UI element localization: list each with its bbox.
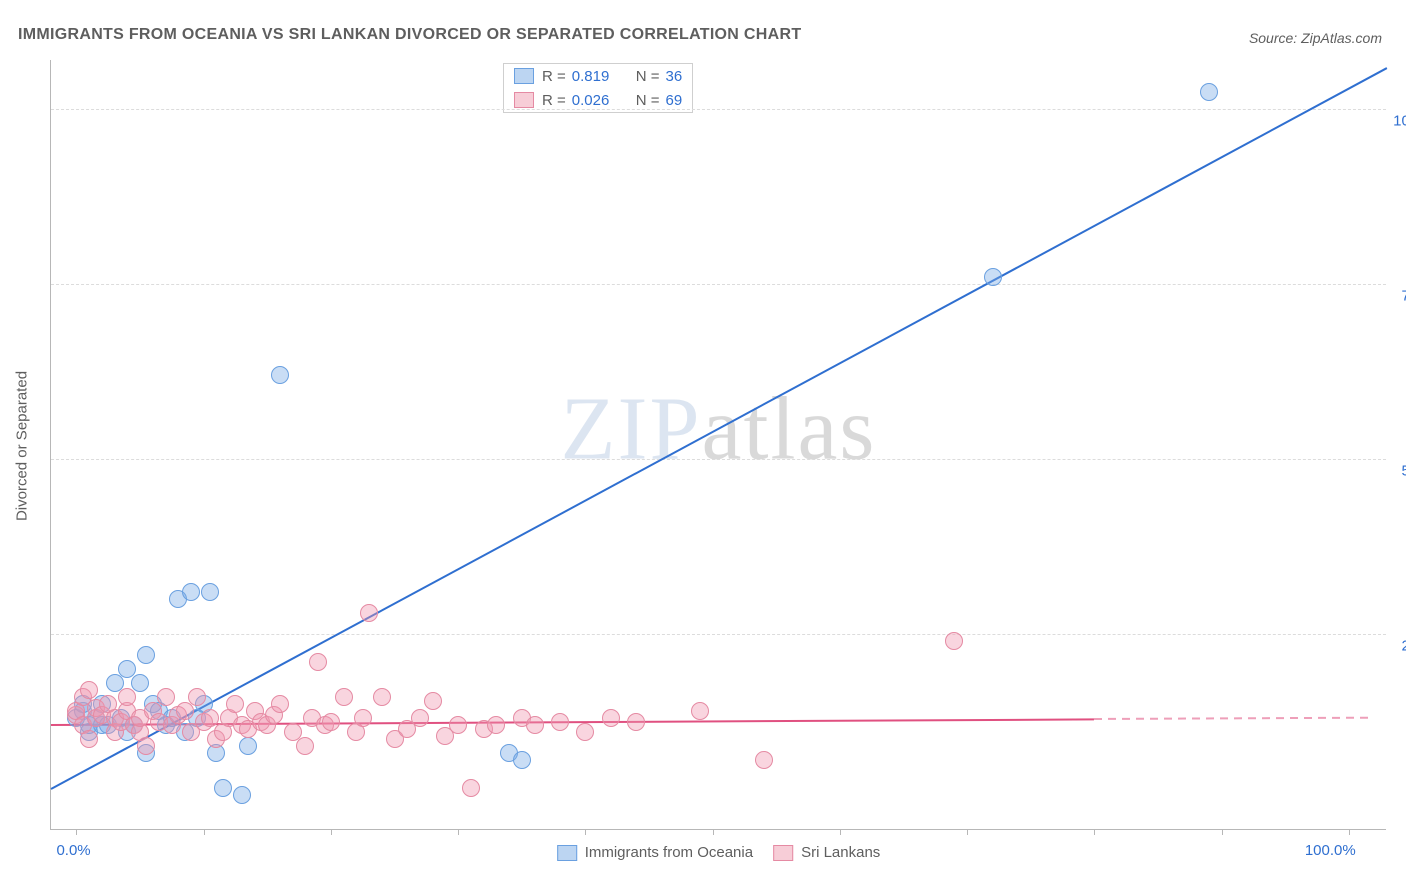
legend-swatch	[773, 845, 793, 861]
source-name: ZipAtlas.com	[1301, 30, 1382, 46]
data-point	[1200, 83, 1218, 101]
data-point	[309, 653, 327, 671]
legend-swatch	[514, 92, 534, 108]
source-credit: Source: ZipAtlas.com	[1249, 30, 1382, 46]
x-tick-label: 100.0%	[1305, 842, 1356, 859]
x-tick	[1349, 829, 1350, 835]
x-tick	[204, 829, 205, 835]
data-point	[176, 702, 194, 720]
legend-correlation: R = 0.819 N = 36 R = 0.026 N = 69	[503, 63, 693, 113]
data-point	[271, 695, 289, 713]
x-tick	[585, 829, 586, 835]
data-point	[755, 751, 773, 769]
gridline	[51, 284, 1386, 285]
x-tick-label: 0.0%	[56, 842, 90, 859]
data-point	[354, 709, 372, 727]
data-point	[411, 709, 429, 727]
data-point	[627, 713, 645, 731]
plot-area: ZIPatlas R =0.819N =36R =0.026N =69 Immi…	[50, 60, 1386, 830]
data-point	[360, 604, 378, 622]
x-tick	[967, 829, 968, 835]
data-point	[602, 709, 620, 727]
data-point	[214, 779, 232, 797]
legend-r-value: 0.026	[572, 92, 624, 109]
data-point	[691, 702, 709, 720]
x-tick	[1222, 829, 1223, 835]
data-point	[487, 716, 505, 734]
data-point	[984, 268, 1002, 286]
x-tick	[458, 829, 459, 835]
gridline	[51, 459, 1386, 460]
chart-title: IMMIGRANTS FROM OCEANIA VS SRI LANKAN DI…	[18, 26, 801, 44]
legend-n-value: 69	[666, 92, 683, 109]
data-point	[226, 695, 244, 713]
y-tick-label: 75.0%	[1401, 288, 1406, 305]
trend-line	[51, 67, 1388, 790]
legend-swatch	[557, 845, 577, 861]
gridline	[51, 109, 1386, 110]
x-tick	[1094, 829, 1095, 835]
data-point	[118, 688, 136, 706]
legend-series: Immigrants from Oceania Sri Lankans	[557, 844, 881, 861]
x-tick	[840, 829, 841, 835]
legend-n-label: N =	[636, 68, 660, 85]
data-point	[373, 688, 391, 706]
data-point	[576, 723, 594, 741]
legend-label: Sri Lankans	[801, 844, 880, 861]
data-point	[201, 583, 219, 601]
watermark-zip: ZIP	[561, 380, 702, 479]
data-point	[526, 716, 544, 734]
y-axis-title: Divorced or Separated	[14, 371, 31, 521]
y-tick-label: 25.0%	[1401, 638, 1406, 655]
data-point	[296, 737, 314, 755]
legend-item: Sri Lankans	[773, 844, 880, 861]
data-point	[551, 713, 569, 731]
source-prefix: Source:	[1249, 30, 1301, 46]
data-point	[233, 786, 251, 804]
y-tick-label: 50.0%	[1401, 463, 1406, 480]
x-tick	[713, 829, 714, 835]
data-point	[157, 688, 175, 706]
legend-row: R = 0.819 N = 36	[504, 64, 692, 88]
data-point	[239, 737, 257, 755]
legend-r-label: R =	[542, 92, 566, 109]
data-point	[322, 713, 340, 731]
legend-item: Immigrants from Oceania	[557, 844, 753, 861]
data-point	[462, 779, 480, 797]
data-point	[271, 366, 289, 384]
data-point	[80, 681, 98, 699]
data-point	[137, 737, 155, 755]
legend-r-value: 0.819	[572, 68, 624, 85]
legend-swatch	[514, 68, 534, 84]
data-point	[188, 688, 206, 706]
x-tick	[331, 829, 332, 835]
legend-n-label: N =	[636, 92, 660, 109]
legend-n-value: 36	[666, 68, 683, 85]
trend-line	[1094, 717, 1387, 720]
data-point	[335, 688, 353, 706]
x-tick	[76, 829, 77, 835]
y-tick-label: 100.0%	[1393, 113, 1406, 130]
watermark-atlas: atlas	[702, 380, 877, 479]
legend-label: Immigrants from Oceania	[585, 844, 753, 861]
legend-r-label: R =	[542, 68, 566, 85]
gridline	[51, 634, 1386, 635]
data-point	[131, 674, 149, 692]
data-point	[182, 583, 200, 601]
data-point	[80, 730, 98, 748]
data-point	[137, 646, 155, 664]
data-point	[424, 692, 442, 710]
data-point	[513, 751, 531, 769]
data-point	[945, 632, 963, 650]
data-point	[449, 716, 467, 734]
